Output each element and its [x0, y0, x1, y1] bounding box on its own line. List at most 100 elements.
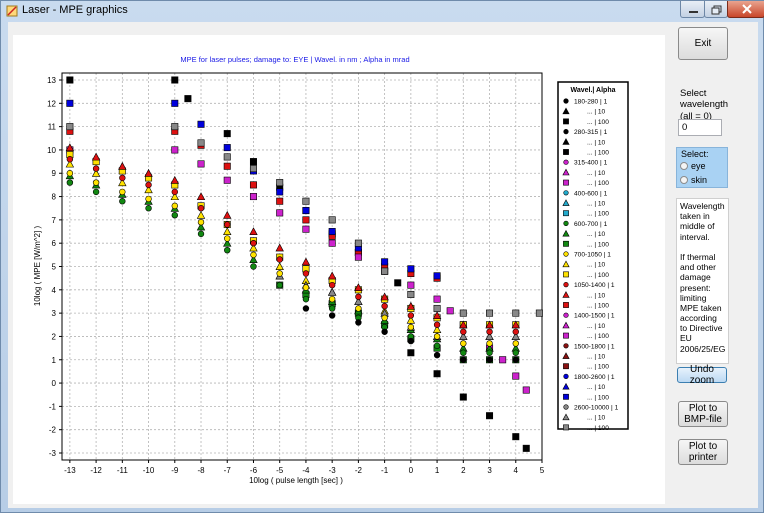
y-tick-label: -2 — [49, 426, 57, 435]
square-marker — [197, 120, 205, 128]
exit-button[interactable]: Exit — [678, 27, 728, 60]
triangle-marker — [511, 320, 520, 329]
minimize-button[interactable] — [680, 1, 705, 18]
circle-marker — [302, 295, 310, 303]
x-tick-label: -5 — [276, 466, 284, 475]
square-marker — [223, 176, 231, 184]
square-marker — [171, 76, 179, 84]
square-marker — [328, 228, 336, 236]
square-marker — [302, 197, 310, 205]
legend-entry: ... | 10 — [587, 109, 606, 116]
legend-entry: ... | 100 — [587, 364, 609, 371]
square-marker — [354, 253, 362, 261]
triangle-marker — [249, 255, 258, 264]
legend-entry: ... | 100 — [587, 394, 609, 401]
triangle-marker — [562, 168, 570, 176]
skin-radio[interactable]: skin — [680, 175, 707, 185]
chart-title: MPE for laser pulses; damage to: EYE | W… — [180, 55, 409, 64]
legend-entry: 180-280 | 1 — [574, 99, 608, 106]
mpe-chart[interactable]: MPE for laser pulses; damage to: EYE | W… — [13, 35, 665, 504]
triangle-marker — [459, 320, 468, 329]
legend-entry: 2600-10000 | 1 — [574, 405, 619, 412]
square-marker — [184, 95, 192, 103]
triangle-marker — [380, 292, 389, 301]
square-marker — [66, 76, 74, 84]
data-series — [66, 179, 519, 356]
triangle-marker — [511, 332, 520, 340]
square-marker — [276, 197, 284, 205]
y-tick-label: 3 — [52, 309, 57, 318]
legend-entry: ... | 100 — [587, 303, 609, 310]
square-marker — [433, 304, 441, 312]
square-marker — [381, 258, 389, 266]
x-tick-label: -11 — [117, 466, 129, 475]
plot-panel[interactable]: MPE for laser pulses; damage to: EYE | W… — [13, 35, 665, 504]
triangle-marker — [327, 271, 337, 280]
triangle-marker — [354, 297, 363, 305]
triangle-marker — [65, 143, 75, 152]
circle-marker — [512, 328, 519, 335]
maximize-button[interactable] — [704, 1, 728, 18]
legend-entry: ... | 10 — [587, 384, 606, 391]
triangle-marker — [301, 257, 311, 266]
square-marker — [563, 118, 569, 125]
y-tick-label: 12 — [47, 99, 56, 108]
circle-marker — [563, 373, 569, 380]
plot-to-bmp-button[interactable]: Plot to BMP-file — [678, 401, 728, 427]
square-marker — [563, 179, 569, 186]
wavelength-input[interactable] — [678, 119, 722, 136]
eye-radio[interactable]: eye — [680, 161, 706, 171]
triangle-marker — [249, 227, 258, 236]
square-marker — [223, 153, 231, 161]
y-tick-label: 1 — [52, 356, 57, 365]
triangle-marker — [196, 192, 206, 201]
circle-marker — [563, 190, 569, 196]
square-marker — [407, 265, 415, 273]
circle-marker — [328, 312, 336, 319]
circle-marker — [250, 239, 257, 247]
y-tick-label: 5 — [52, 263, 57, 272]
square-marker — [302, 207, 310, 215]
legend-entry: ... | 10 — [587, 262, 606, 269]
square-marker — [563, 210, 569, 217]
y-tick-label: 7 — [52, 216, 57, 225]
circle-marker — [92, 188, 100, 196]
circle-marker — [563, 98, 569, 104]
square-marker — [249, 165, 257, 173]
triangle-marker — [562, 291, 570, 298]
circle-marker — [563, 312, 569, 318]
square-marker — [171, 99, 179, 107]
circle-marker — [197, 205, 205, 212]
circle-marker — [460, 356, 467, 363]
circle-marker — [145, 205, 152, 212]
circle-marker — [433, 321, 441, 328]
data-series — [66, 156, 519, 335]
square-marker — [563, 363, 569, 370]
triangle-marker — [223, 238, 232, 247]
y-tick-label: 11 — [48, 123, 57, 132]
square-marker — [249, 158, 257, 166]
circle-marker — [433, 333, 441, 340]
circle-marker — [563, 282, 569, 288]
square-marker — [223, 130, 231, 138]
legend-entry: ... | 10 — [587, 292, 606, 299]
triangle-marker — [249, 243, 258, 252]
undo-zoom-button[interactable]: Undo zoom — [677, 364, 727, 386]
square-marker — [459, 393, 467, 401]
plot-to-printer-button[interactable]: Plot to printer — [678, 439, 728, 465]
triangle-marker — [275, 243, 284, 252]
data-series — [276, 281, 520, 364]
circle-marker — [328, 295, 336, 303]
wavelength-label: Select wavelength (all = 0) — [680, 88, 729, 122]
circle-marker — [171, 212, 178, 219]
circle-marker — [302, 305, 310, 312]
circle-marker — [512, 356, 519, 363]
y-axis-label: 10log ( MPE [W/m^2] ) — [33, 226, 42, 307]
data-series — [66, 76, 530, 452]
x-tick-label: -9 — [171, 466, 179, 475]
square-marker — [171, 146, 179, 154]
legend: Wavel.| Alpha 180-280 | 1 ... | 10 ... | 1… — [557, 81, 629, 432]
square-marker — [407, 281, 415, 289]
close-button[interactable] — [727, 1, 764, 18]
